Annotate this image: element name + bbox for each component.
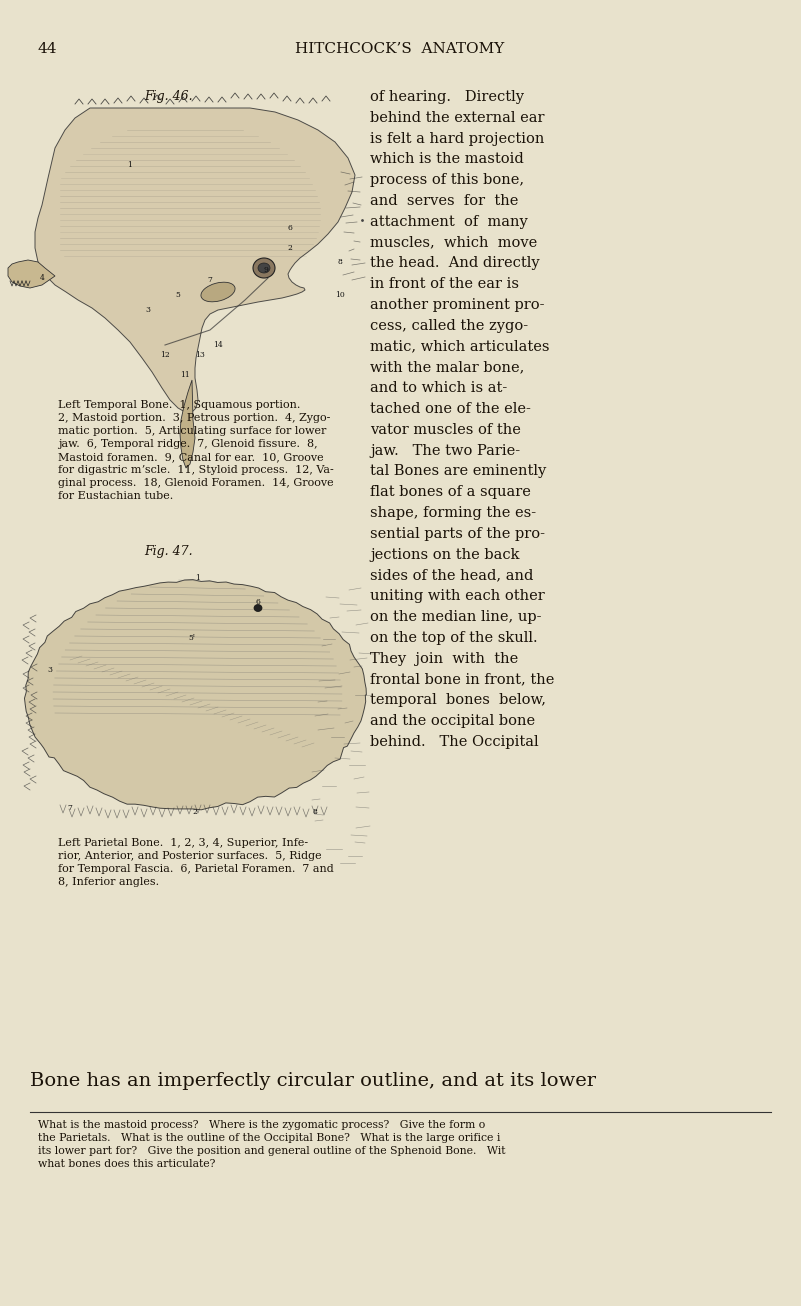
Text: behind.   The Occipital: behind. The Occipital — [370, 735, 538, 748]
Text: 12: 12 — [160, 351, 170, 359]
Text: process of this bone,: process of this bone, — [370, 174, 524, 187]
Text: on the top of the skull.: on the top of the skull. — [370, 631, 537, 645]
Polygon shape — [180, 380, 195, 468]
Text: 1: 1 — [195, 575, 200, 582]
Text: 8: 8 — [312, 808, 317, 816]
Text: 7: 7 — [207, 276, 212, 283]
Text: 3: 3 — [146, 306, 151, 313]
Text: 6: 6 — [288, 225, 292, 232]
Text: of hearing.   Directly: of hearing. Directly — [370, 90, 524, 104]
Text: temporal  bones  below,: temporal bones below, — [370, 693, 546, 708]
Text: 4: 4 — [39, 274, 44, 282]
Text: another prominent pro-: another prominent pro- — [370, 298, 545, 312]
Text: in front of the ear is: in front of the ear is — [370, 277, 519, 291]
Text: What is the mastoid process?   Where is the zygomatic process?   Give the form o: What is the mastoid process? Where is th… — [38, 1121, 505, 1169]
Text: 5ᴵ: 5ᴵ — [188, 633, 195, 643]
Text: muscles,  which  move: muscles, which move — [370, 235, 537, 249]
Ellipse shape — [258, 263, 270, 273]
Text: is felt a hard projection: is felt a hard projection — [370, 132, 545, 145]
Text: 9: 9 — [264, 266, 268, 274]
Text: and to which is at-: and to which is at- — [370, 381, 507, 396]
Text: 8: 8 — [337, 259, 343, 266]
Text: 44: 44 — [38, 42, 58, 56]
Text: 7: 7 — [67, 804, 72, 812]
Text: HITCHCOCK’S  ANATOMY: HITCHCOCK’S ANATOMY — [296, 42, 505, 56]
Text: 5: 5 — [175, 291, 180, 299]
Polygon shape — [8, 260, 55, 289]
Text: sential parts of the pro-: sential parts of the pro- — [370, 526, 545, 541]
Text: jaw.   The two Parie-: jaw. The two Parie- — [370, 444, 520, 457]
Text: Fig. 46.: Fig. 46. — [143, 90, 192, 103]
Text: They  join  with  the: They join with the — [370, 652, 518, 666]
Text: which is the mastoid: which is the mastoid — [370, 153, 524, 166]
Text: shape, forming the es-: shape, forming the es- — [370, 505, 536, 520]
Ellipse shape — [201, 282, 235, 302]
Text: behind the external ear: behind the external ear — [370, 111, 545, 125]
Text: sides of the head, and: sides of the head, and — [370, 568, 533, 582]
Text: Left Parietal Bone.  1, 2, 3, 4, Superior, Infe-
rior, Anterior, and Posterior s: Left Parietal Bone. 1, 2, 3, 4, Superior… — [58, 838, 334, 887]
Text: and the occipital bone: and the occipital bone — [370, 714, 535, 727]
Text: 10: 10 — [335, 291, 345, 299]
Text: the head.  And directly: the head. And directly — [370, 256, 540, 270]
Text: vator muscles of the: vator muscles of the — [370, 423, 521, 436]
Text: cess, called the zygo-: cess, called the zygo- — [370, 319, 528, 333]
Text: 6: 6 — [256, 598, 260, 606]
Text: Bone has an imperfectly circular outline, and at its lower: Bone has an imperfectly circular outline… — [30, 1072, 596, 1091]
Text: 13: 13 — [195, 351, 205, 359]
Text: frontal bone in front, the: frontal bone in front, the — [370, 673, 554, 687]
Polygon shape — [25, 580, 366, 810]
Text: 2: 2 — [192, 808, 197, 816]
Text: 11: 11 — [180, 371, 190, 379]
Text: Left Temporal Bone.  1, Squamous portion.
2, Mastoid portion.  3, Petrous portio: Left Temporal Bone. 1, Squamous portion.… — [58, 400, 334, 502]
Text: and  serves  for  the: and serves for the — [370, 195, 518, 208]
Text: tal Bones are eminently: tal Bones are eminently — [370, 465, 546, 478]
Text: 3: 3 — [47, 666, 53, 674]
Text: uniting with each other: uniting with each other — [370, 589, 545, 603]
Text: matic, which articulates: matic, which articulates — [370, 340, 549, 354]
Text: 14: 14 — [213, 341, 223, 349]
Text: tached one of the ele-: tached one of the ele- — [370, 402, 531, 417]
Text: Fig. 47.: Fig. 47. — [143, 545, 192, 558]
Text: with the malar bone,: with the malar bone, — [370, 360, 525, 375]
Text: 1: 1 — [127, 161, 132, 168]
Polygon shape — [35, 108, 355, 411]
Text: 2: 2 — [288, 244, 292, 252]
Text: attachment  of  many: attachment of many — [370, 214, 528, 229]
Ellipse shape — [253, 259, 275, 278]
Text: on the median line, up-: on the median line, up- — [370, 610, 541, 624]
Text: flat bones of a square: flat bones of a square — [370, 486, 531, 499]
Ellipse shape — [254, 605, 262, 611]
Text: jections on the back: jections on the back — [370, 547, 520, 562]
